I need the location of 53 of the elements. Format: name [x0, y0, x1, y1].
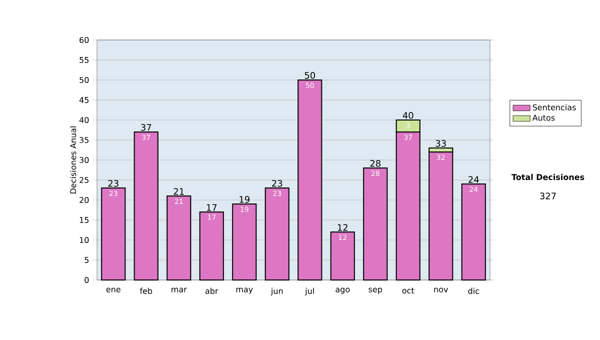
- total-label: 23: [272, 180, 282, 187]
- total-label: 23: [108, 180, 118, 187]
- total-label: 12: [338, 224, 348, 231]
- y-tick-label: 25: [80, 176, 89, 184]
- bar: [330, 231, 355, 280]
- y-tick-label: 0: [84, 276, 89, 284]
- total-label: 50: [304, 72, 315, 79]
- y-tick-label: 10: [80, 236, 89, 244]
- total-label: 28: [370, 160, 380, 167]
- y-tick-label: 20: [80, 196, 89, 204]
- x-tick-label: oct: [402, 288, 414, 294]
- x-tick-label: feb: [140, 288, 152, 294]
- x-tick-label: may: [236, 288, 253, 294]
- x-tick-label: ago: [336, 288, 350, 294]
- legend-label: Autos: [532, 114, 555, 121]
- x-tick-label: abr: [205, 288, 218, 294]
- x-tick-label: sep: [368, 288, 382, 294]
- x-tick-label: nov: [434, 288, 448, 292]
- bar: [232, 203, 257, 280]
- total-label: 19: [240, 196, 250, 203]
- text: Total Decisiones: [511, 174, 584, 180]
- total-label: 24: [468, 176, 479, 183]
- y-tick-label: 40: [79, 116, 89, 124]
- y-tick-label: 30: [80, 156, 89, 164]
- x-tick-label: dic: [468, 288, 479, 294]
- total-label: 40: [402, 112, 414, 119]
- y-tick-label: 55: [80, 57, 89, 63]
- y-axis-title: Decisiones Anual: [70, 126, 76, 194]
- bar: [199, 211, 224, 280]
- bar: [298, 79, 322, 280]
- bar: [461, 183, 486, 280]
- total-label: 17: [206, 204, 217, 211]
- x-tick-label: jun: [270, 288, 283, 296]
- y-tick-label: 50: [80, 76, 89, 84]
- text: 327: [540, 192, 556, 200]
- y-tick-label: 5: [84, 257, 89, 263]
- x-tick-label: mar: [172, 288, 187, 292]
- total-label: 21: [174, 188, 184, 195]
- bar: [101, 187, 126, 280]
- y-tick-label: 15: [80, 217, 89, 223]
- total-label: 37: [141, 124, 152, 131]
- legend-label: Sentencias: [532, 104, 576, 110]
- bar: [134, 131, 158, 280]
- bar: [428, 151, 454, 280]
- bar: [264, 187, 290, 280]
- bar: [363, 167, 388, 280]
- y-tick-label: 35: [80, 136, 89, 144]
- x-tick-label: ene: [106, 288, 120, 292]
- bar: [166, 195, 192, 280]
- x-tick-label: jul: [304, 288, 314, 296]
- y-tick-label: 60: [80, 36, 89, 44]
- total-label: 33: [436, 140, 446, 147]
- y-tick-label: 45: [79, 97, 89, 103]
